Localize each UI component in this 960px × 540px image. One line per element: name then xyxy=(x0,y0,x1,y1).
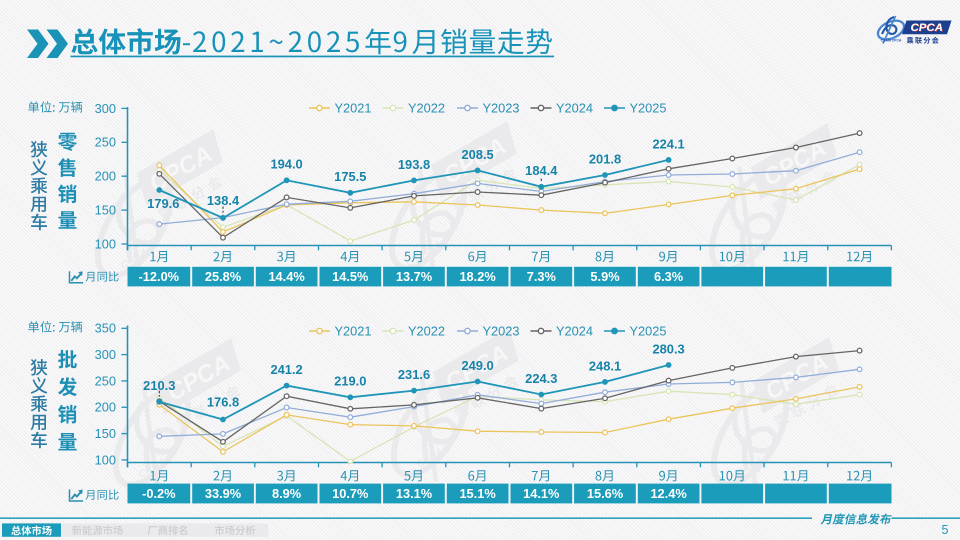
svg-text:300: 300 xyxy=(95,347,116,362)
svg-text:14.4%: 14.4% xyxy=(268,269,305,284)
svg-text:13.7%: 13.7% xyxy=(396,269,433,284)
svg-text:150: 150 xyxy=(95,426,116,441)
svg-text:248.1: 248.1 xyxy=(589,358,621,373)
svg-text:184.4: 184.4 xyxy=(525,163,558,178)
svg-text:175.5: 175.5 xyxy=(334,169,366,184)
svg-text:194.0: 194.0 xyxy=(270,157,302,172)
svg-text:219.0: 219.0 xyxy=(334,374,366,389)
svg-text:CAAM CPCA: CAAM CPCA xyxy=(881,39,902,43)
svg-text:249.0: 249.0 xyxy=(461,358,493,373)
svg-text:Y2025: Y2025 xyxy=(630,101,667,116)
svg-text:15.6%: 15.6% xyxy=(587,486,624,501)
svg-text:Y2022: Y2022 xyxy=(408,101,445,116)
svg-text:15.1%: 15.1% xyxy=(459,486,496,501)
svg-text:-0.2%: -0.2% xyxy=(142,486,176,501)
svg-text:138.4: 138.4 xyxy=(207,193,240,208)
svg-text:231.6: 231.6 xyxy=(398,367,430,382)
svg-text:-12.0%: -12.0% xyxy=(139,269,180,284)
svg-text:Y2021: Y2021 xyxy=(335,324,372,339)
svg-text:12.4%: 12.4% xyxy=(650,486,687,501)
svg-text:14.5%: 14.5% xyxy=(332,269,369,284)
svg-text:Y2024: Y2024 xyxy=(556,324,593,339)
svg-text:Y2022: Y2022 xyxy=(408,324,445,339)
svg-text:14.1%: 14.1% xyxy=(523,486,560,501)
svg-text:18.2%: 18.2% xyxy=(459,269,496,284)
svg-text:8.9%: 8.9% xyxy=(272,486,302,501)
svg-text:208.5: 208.5 xyxy=(461,147,493,162)
svg-text:5: 5 xyxy=(942,523,949,537)
svg-text:13.1%: 13.1% xyxy=(396,486,433,501)
svg-text:100: 100 xyxy=(95,236,116,251)
svg-text:201.8: 201.8 xyxy=(589,151,621,166)
svg-text:150: 150 xyxy=(95,203,116,218)
svg-text:179.6: 179.6 xyxy=(147,196,179,211)
svg-text:CPCA: CPCA xyxy=(911,23,943,35)
svg-text:Y2024: Y2024 xyxy=(556,101,593,116)
svg-text:280.3: 280.3 xyxy=(652,341,684,356)
svg-text:10.7%: 10.7% xyxy=(332,486,369,501)
svg-text:Y2023: Y2023 xyxy=(483,101,520,116)
svg-text:200: 200 xyxy=(95,169,116,184)
svg-text:210.3: 210.3 xyxy=(143,378,175,393)
svg-text:224.3: 224.3 xyxy=(525,371,557,386)
svg-text:250: 250 xyxy=(95,373,116,388)
svg-text:350: 350 xyxy=(95,321,116,336)
svg-text:300: 300 xyxy=(95,101,116,116)
svg-text:6.3%: 6.3% xyxy=(654,269,684,284)
svg-text:Y2023: Y2023 xyxy=(483,324,520,339)
svg-text:Y2025: Y2025 xyxy=(630,324,667,339)
svg-text:200: 200 xyxy=(95,400,116,415)
svg-text:25.8%: 25.8% xyxy=(205,269,242,284)
svg-text:193.8: 193.8 xyxy=(398,157,430,172)
svg-text:33.9%: 33.9% xyxy=(205,486,242,501)
svg-text:100: 100 xyxy=(95,452,116,467)
svg-text:7.3%: 7.3% xyxy=(527,269,557,284)
svg-text:CPCA: CPCA xyxy=(911,22,943,34)
svg-text:250: 250 xyxy=(95,135,116,150)
svg-text:176.8: 176.8 xyxy=(207,394,239,409)
svg-text:Y2021: Y2021 xyxy=(335,101,372,116)
svg-text:5.9%: 5.9% xyxy=(590,269,620,284)
svg-text:241.2: 241.2 xyxy=(270,362,302,377)
svg-text:224.1: 224.1 xyxy=(652,136,684,151)
